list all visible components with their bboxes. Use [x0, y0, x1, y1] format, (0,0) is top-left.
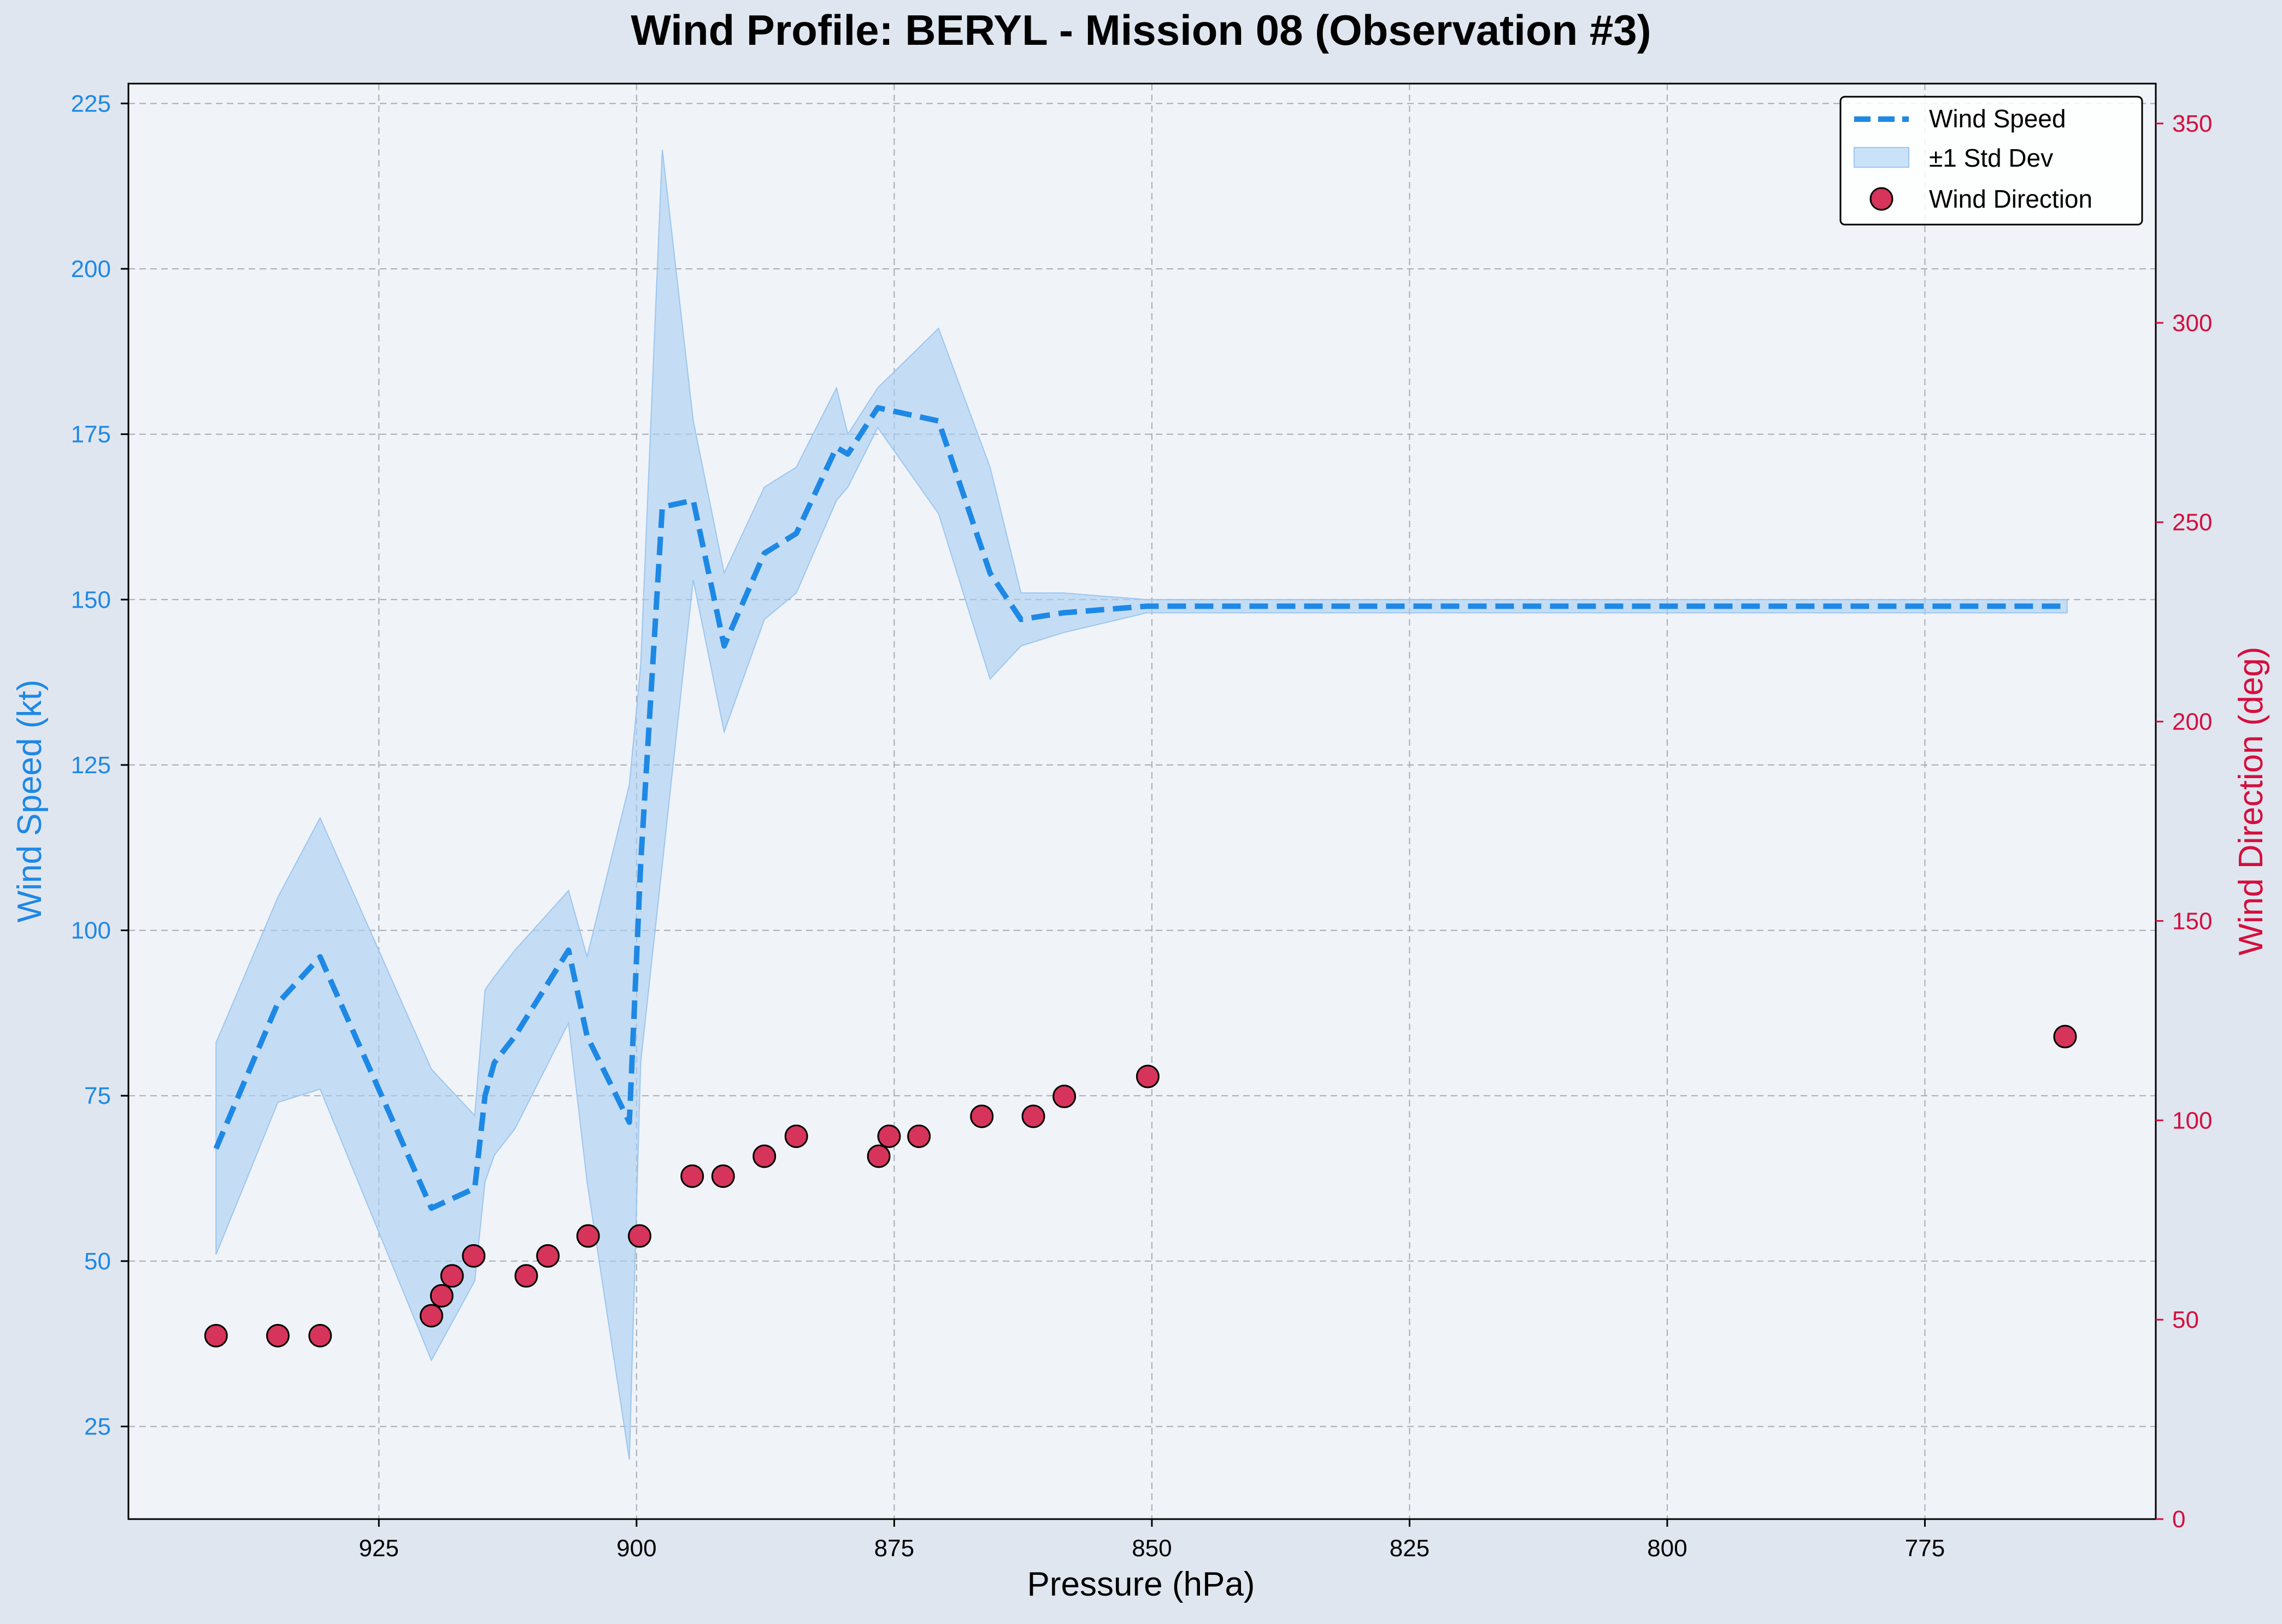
wind-direction-point — [877, 1124, 901, 1148]
wind-direction-point — [1052, 1084, 1077, 1108]
y2-tick-label: 350 — [2172, 110, 2212, 137]
wind-direction-point — [462, 1244, 486, 1268]
y-tick-label: 175 — [71, 421, 111, 448]
x-tick-label: 775 — [1905, 1535, 1945, 1562]
legend-band-swatch — [1854, 147, 1909, 168]
x-tick-label: 800 — [1647, 1535, 1687, 1562]
wind-direction-points — [204, 1025, 2077, 1348]
wind-direction-point — [1021, 1104, 1045, 1128]
legend-label-direction: Wind Direction — [1929, 185, 2092, 213]
y2-axis-ticks: 0 50 100 150 200 250 300 350 — [2156, 110, 2212, 1533]
legend-label-band: ±1 Std Dev — [1929, 144, 2053, 172]
wind-direction-point — [440, 1264, 464, 1288]
y-tick-label: 50 — [84, 1248, 111, 1275]
y-tick-label: 100 — [71, 917, 111, 944]
y-tick-label: 225 — [71, 90, 111, 117]
wind-direction-point — [752, 1144, 777, 1168]
wind-direction-point — [204, 1323, 228, 1348]
y-tick-label: 125 — [71, 752, 111, 779]
x-axis-ticks: 925 900 875 850 825 800 775 — [359, 1519, 1945, 1562]
y2-tick-label: 100 — [2172, 1107, 2212, 1134]
wind-direction-point — [711, 1164, 735, 1188]
wind-direction-point — [514, 1264, 538, 1288]
legend-box — [1839, 96, 2143, 226]
y2-tick-label: 50 — [2172, 1307, 2199, 1333]
y-tick-label: 200 — [71, 256, 111, 283]
y-axis-label: Wind Speed (kt) — [11, 680, 49, 923]
wind-speed-series-line — [213, 405, 2067, 1211]
wind-direction-point — [784, 1124, 808, 1148]
y2-tick-label: 0 — [2172, 1506, 2185, 1533]
wind-direction-point — [308, 1323, 332, 1348]
legend-label-speed: Wind Speed — [1929, 104, 2066, 133]
y2-axis-label: Wind Direction (deg) — [2232, 646, 2270, 955]
y2-tick-label: 150 — [2172, 908, 2212, 934]
std-dev-band — [215, 149, 2068, 1460]
wind-speed-line — [213, 405, 2067, 1211]
wind-direction-point — [907, 1124, 931, 1148]
wind-direction-point — [576, 1224, 600, 1248]
x-tick-label: 875 — [874, 1535, 914, 1562]
chart-title: Wind Profile: BERYL - Mission 08 (Observ… — [631, 6, 1651, 54]
x-tick-label: 925 — [359, 1535, 399, 1562]
y-tick-label: 75 — [84, 1082, 111, 1109]
y2-tick-label: 300 — [2172, 310, 2212, 337]
x-tick-label: 825 — [1390, 1535, 1430, 1562]
legend-marker-swatch — [1869, 187, 1893, 211]
y2-tick-label: 200 — [2172, 709, 2212, 735]
wind-direction-point — [420, 1304, 444, 1328]
y-tick-label: 25 — [84, 1414, 111, 1440]
std-dev-band-area — [215, 149, 2068, 1460]
wind-direction-point — [266, 1323, 290, 1348]
wind-direction-point — [970, 1104, 994, 1128]
plot-frame — [127, 83, 2157, 1520]
legend: Wind Speed ±1 Std Dev Wind Direction — [1839, 96, 2143, 226]
wind-direction-point — [1136, 1064, 1160, 1088]
x-tick-label: 850 — [1132, 1535, 1172, 1562]
wind-direction-point — [680, 1164, 704, 1188]
wind-direction-point — [2053, 1025, 2077, 1049]
y2-tick-label: 250 — [2172, 509, 2212, 536]
x-axis-label: Pressure (hPa) — [1027, 1566, 1255, 1603]
wind-direction-point — [536, 1244, 560, 1268]
x-tick-label: 900 — [616, 1535, 656, 1562]
wind-direction-point — [628, 1224, 652, 1248]
y-axis-ticks: 25 50 75 100 125 150 175 200 225 — [71, 90, 128, 1440]
wind-direction-point — [430, 1284, 454, 1308]
wind-direction-point — [867, 1144, 891, 1168]
y-tick-label: 150 — [71, 586, 111, 613]
